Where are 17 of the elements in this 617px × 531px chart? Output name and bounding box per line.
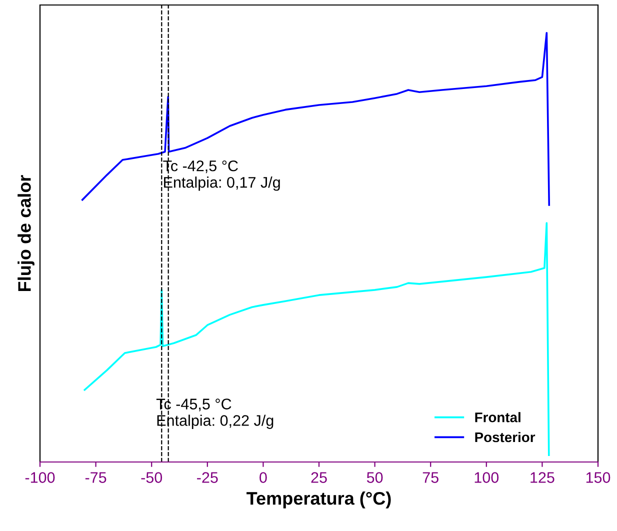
y-axis-title: Flujo de calor [18,175,34,291]
x-axis-title: Temperatura (°C) [246,492,391,508]
annotation: Tc -45,5 °C Entalpia: 0,22 J/g [156,398,274,429]
x-tick-label: 50 [366,472,383,483]
x-tick-label: 25 [311,472,327,483]
legend-label: Frontal [475,412,520,422]
x-tick-label: 0 [260,472,267,483]
x-tick-label: -100 [25,472,55,483]
x-tick-label: 75 [422,472,438,483]
x-tick-label: -25 [197,472,218,483]
legend-label: Posterior [475,432,536,442]
x-tick-label: 100 [474,472,499,483]
annotation: Tc -42,5 °C Entalpia: 0,17 J/g [163,160,280,191]
x-tick-label: 150 [586,472,610,483]
x-tick-label: -75 [85,472,106,483]
x-tick-label: -50 [141,472,162,483]
x-tick-label: 125 [530,472,554,483]
